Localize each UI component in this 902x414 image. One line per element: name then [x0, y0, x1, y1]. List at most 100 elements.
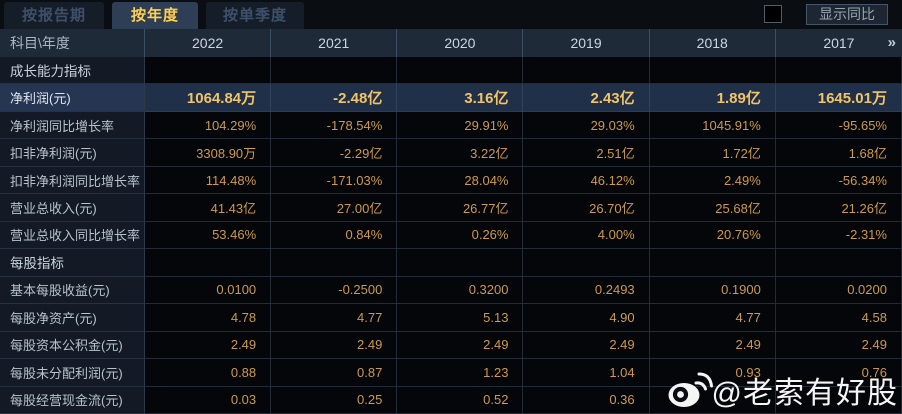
row-label: 净利润(元)	[0, 84, 145, 112]
cell-value: 1645.01万	[775, 84, 902, 112]
row-label: 营业总收入(元)	[0, 194, 145, 222]
row-label: 每股未分配利润(元)	[0, 359, 145, 387]
cell-value: -2.29亿	[271, 139, 398, 167]
cell-value	[775, 386, 902, 414]
cell-value: 1.68亿	[775, 139, 902, 167]
cell-value: 0.3200	[397, 276, 524, 305]
cell-value: 0.2493	[523, 276, 650, 305]
cell-value: 2.49	[271, 331, 398, 360]
period-tabs: 按报告期 按年度 按单季度	[0, 0, 902, 29]
section-row-label: 成长能力指标	[0, 57, 145, 85]
row-label: 基本每股收益(元)	[0, 276, 145, 305]
cell-value	[397, 57, 524, 85]
cell-value: 104.29%	[145, 111, 272, 140]
cell-value: -0.2500	[271, 276, 398, 305]
row-label: 净利润同比增长率	[0, 111, 145, 140]
cell-value: 0.36	[523, 386, 650, 414]
cell-value: 2.49	[523, 331, 650, 360]
cell-value: 26.70亿	[523, 194, 650, 222]
cell-value: 4.90	[523, 304, 650, 332]
cell-value: 0.1900	[649, 276, 776, 305]
row-label: 扣非净利润(元)	[0, 139, 145, 167]
cell-value: 0.0100	[145, 276, 272, 305]
cell-value	[523, 249, 650, 277]
cell-value	[649, 249, 776, 277]
cell-value: 0.84%	[271, 221, 398, 250]
row-label: 每股资本公积金(元)	[0, 331, 145, 360]
cell-value: 0.52	[397, 386, 524, 414]
cell-value: -171.03%	[271, 166, 398, 195]
cell-value: 3.16亿	[397, 84, 524, 112]
cell-value: 4.00%	[523, 221, 650, 250]
cell-value: 25.68亿	[649, 194, 776, 222]
cell-value: -2.31%	[775, 221, 902, 250]
cell-value: 21.26亿	[775, 194, 902, 222]
cell-value: 4.77	[271, 304, 398, 332]
row-label: 扣非净利润同比增长率	[0, 166, 145, 195]
column-header-year: 2021	[271, 29, 398, 57]
cell-value: 2.43亿	[523, 84, 650, 112]
cell-value: -2.48亿	[271, 84, 398, 112]
cell-value: 27.00亿	[271, 194, 398, 222]
section-row-label: 每股指标	[0, 249, 145, 277]
cell-value	[145, 57, 272, 85]
tab-by-quarter[interactable]: 按单季度	[206, 2, 304, 29]
cell-value: 3.22亿	[397, 139, 524, 167]
cell-value: -95.65%	[775, 111, 902, 140]
cell-value: 1045.91%	[649, 111, 776, 140]
row-label: 每股净资产(元)	[0, 304, 145, 332]
cell-value: -178.54%	[271, 111, 398, 140]
cell-value	[775, 57, 902, 85]
cell-value: 114.48%	[145, 166, 272, 195]
row-label: 每股经营现金流(元)	[0, 386, 145, 414]
cell-value: 2.49	[397, 331, 524, 360]
cell-value	[523, 57, 650, 85]
more-columns-icon[interactable]: »	[887, 34, 896, 51]
tab-by-year[interactable]: 按年度	[112, 2, 198, 29]
cell-value: 0.88	[145, 359, 272, 387]
cell-value: 46.12%	[523, 166, 650, 195]
cell-value: 26.77亿	[397, 194, 524, 222]
cell-value: 1.23	[397, 359, 524, 387]
cell-value	[649, 57, 776, 85]
cell-value: 2.49	[145, 331, 272, 360]
cell-value: 53.46%	[145, 221, 272, 250]
cell-value: 29.91%	[397, 111, 524, 140]
cell-value	[649, 386, 776, 414]
column-header-year: 2017»	[775, 29, 902, 57]
cell-value: 2.51亿	[523, 139, 650, 167]
cell-value: 0.93	[649, 359, 776, 387]
cell-value	[271, 57, 398, 85]
cell-value: 0.26%	[397, 221, 524, 250]
cell-value	[775, 249, 902, 277]
cell-value: 29.03%	[523, 111, 650, 140]
cell-value: 28.04%	[397, 166, 524, 195]
cell-value: 3308.90万	[145, 139, 272, 167]
cell-value: 0.25	[271, 386, 398, 414]
cell-value: 41.43亿	[145, 194, 272, 222]
cell-value: 4.78	[145, 304, 272, 332]
cell-value: -56.34%	[775, 166, 902, 195]
cell-value: 0.76	[775, 359, 902, 387]
financial-table: 科目\年度 2022 2021 2020 2019 2018 2017» 成长能力指标 净利润(…	[0, 29, 902, 414]
cell-value: 1.04	[523, 359, 650, 387]
cell-value: 4.77	[649, 304, 776, 332]
cell-value: 0.0200	[775, 276, 902, 305]
column-header-subject: 科目\年度	[0, 29, 145, 57]
column-header-year: 2019	[523, 29, 650, 57]
cell-value: 0.03	[145, 386, 272, 414]
cell-value: 0.87	[271, 359, 398, 387]
cell-value: 1.72亿	[649, 139, 776, 167]
cell-value	[271, 249, 398, 277]
cell-value	[397, 249, 524, 277]
show-yoy-label[interactable]: 显示同比	[806, 4, 888, 25]
cell-value: 1064.84万	[145, 84, 272, 112]
cell-value: 2.49	[775, 331, 902, 360]
cell-value: 2.49%	[649, 166, 776, 195]
tab-by-report-period[interactable]: 按报告期	[4, 2, 104, 29]
cell-value: 20.76%	[649, 221, 776, 250]
cell-value	[145, 249, 272, 277]
row-label: 营业总收入同比增长率	[0, 221, 145, 250]
show-yoy-checkbox[interactable]	[764, 5, 782, 23]
